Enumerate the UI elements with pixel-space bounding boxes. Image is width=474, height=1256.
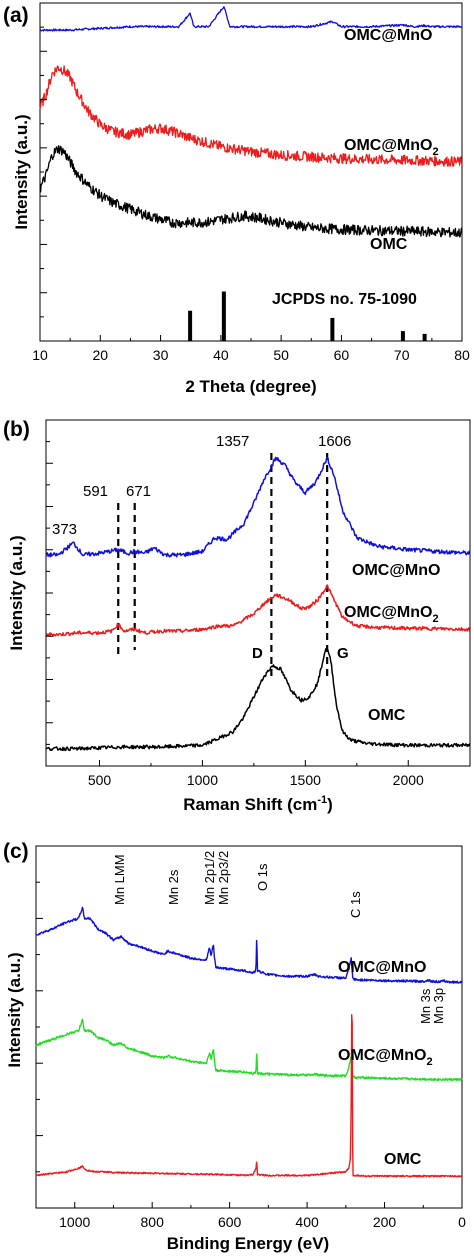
x-tick-label: 1000: [187, 772, 218, 788]
x-tick-label: 30: [153, 347, 169, 363]
series-line-omc-mno2: [45, 584, 471, 637]
panel-label-c: (c): [3, 840, 29, 863]
x-tick-label: 60: [334, 347, 350, 363]
series-label-omc-mno-b: OMC@MnO: [352, 562, 440, 579]
x-tick-label: 400: [295, 1214, 319, 1230]
plot-frame-b: [45, 419, 471, 767]
series-c: [35, 906, 463, 1178]
reference-bar: [188, 310, 193, 341]
x-tick-label: 800: [141, 1214, 165, 1230]
x-axis-label-b: Raman Shift (cm-1): [183, 794, 333, 814]
y-axis-label-b: Intensity (a.u.): [7, 535, 26, 650]
peak-label-373: 373: [52, 521, 77, 538]
series-label-omc-b: OMC: [368, 707, 406, 724]
peak-label-mn-2p32: Mn 2p3/2: [216, 851, 231, 905]
peak-label-mn-lmm: Mn LMM: [112, 854, 127, 905]
series-line-omc-mno: [35, 906, 463, 984]
peak-label-1606: 1606: [318, 433, 351, 450]
xticks-a: 10 20 30 40 50 60 70 80: [32, 335, 470, 363]
x-tick-label: 2000: [393, 772, 424, 788]
y-axis-label-c: Intensity (a.u.): [5, 952, 24, 1067]
x-tick-label: 80: [454, 347, 470, 363]
series-line-omc: [35, 1014, 463, 1178]
series-label-omc-mno-a: OMC@MnO: [344, 27, 432, 44]
yticks-c: [36, 881, 43, 1173]
panel-b: (b) 500 1000 1500 2000 373 591 671 1357 160…: [3, 418, 471, 814]
xticks-c: 1000 800 600 400 200 0: [59, 1202, 466, 1230]
peak-label-671: 671: [126, 483, 151, 500]
x-tick-label: 70: [394, 347, 410, 363]
yticks-a: [40, 26, 47, 318]
reference-bar: [422, 333, 427, 341]
panel-label-b: (b): [3, 418, 30, 441]
series-line-omc-mno: [45, 456, 471, 558]
reference-bar: [330, 317, 335, 341]
series-label-omc-mno2-a: OMC@MnO2: [344, 137, 439, 158]
x-axis-label-a: 2 Theta (degree): [185, 377, 316, 396]
x-tick-label: 600: [218, 1214, 242, 1230]
y-axis-label-a: Intensity (a.u.): [12, 114, 31, 229]
series-line-omc: [39, 145, 463, 238]
panel-a: (a) 10 20 30 40 50 60 70 80 OMC@MnO OMC@MnO2 OM…: [3, 2, 470, 396]
peak-label-c-1s: C 1s: [348, 891, 363, 918]
series-a: [39, 6, 463, 238]
ref-bars-a: [188, 291, 427, 341]
peak-label-591: 591: [83, 483, 108, 500]
series-label-omc-c: OMC: [384, 1151, 422, 1168]
x-tick-label: 1500: [290, 772, 321, 788]
series-line-omc: [45, 648, 471, 752]
series-label-omc-mno2-c: OMC@MnO2: [338, 1047, 433, 1068]
reference-bar: [400, 331, 405, 341]
x-tick-label: 500: [88, 772, 112, 788]
series-label-omc-mno-c: OMC@MnO: [338, 959, 426, 976]
x-tick-label: 50: [273, 347, 289, 363]
xticks-b: 500 1000 1500 2000: [88, 760, 424, 788]
peak-label-mn-2p12: Mn 2p1/2: [202, 851, 217, 905]
band-label-g: G: [337, 645, 349, 662]
series-b: [45, 456, 471, 752]
series-line-omc-mno2: [35, 1018, 463, 1082]
x-tick-label: 0: [458, 1214, 466, 1230]
x-tick-label: 10: [32, 347, 48, 363]
dashed-lines-b: [117, 453, 329, 676]
peak-label-1357: 1357: [216, 433, 249, 450]
x-tick-label: 40: [213, 347, 229, 363]
series-line-omc-mno: [39, 6, 463, 32]
series-label-omc-mno2-b: OMC@MnO2: [344, 604, 439, 625]
peak-label-mn-2s: Mn 2s: [166, 869, 181, 905]
reference-label-a: JCPDS no. 75-1090: [272, 291, 417, 308]
series-label-omc-a: OMC: [370, 236, 408, 253]
x-axis-label-c: Binding Energy (eV): [167, 1234, 329, 1253]
yticks-b: [46, 441, 53, 745]
x-tick-label: 1000: [59, 1214, 90, 1230]
series-line-omc-mno2: [39, 65, 463, 167]
panel-label-a: (a): [3, 4, 29, 27]
panel-c: (c) 1000 800 600 400 200 0 Mn LMM Mn 2s Mn 2p…: [3, 840, 466, 1253]
peak-label-o-1s: O 1s: [255, 863, 270, 891]
peak-label-mn-3p: Mn 3p: [431, 988, 446, 1024]
reference-bar: [221, 291, 226, 341]
x-tick-label: 20: [92, 347, 108, 363]
peak-label-mn-3s: Mn 3s: [418, 988, 433, 1024]
band-label-d: D: [252, 645, 263, 662]
x-tick-label: 200: [373, 1214, 397, 1230]
